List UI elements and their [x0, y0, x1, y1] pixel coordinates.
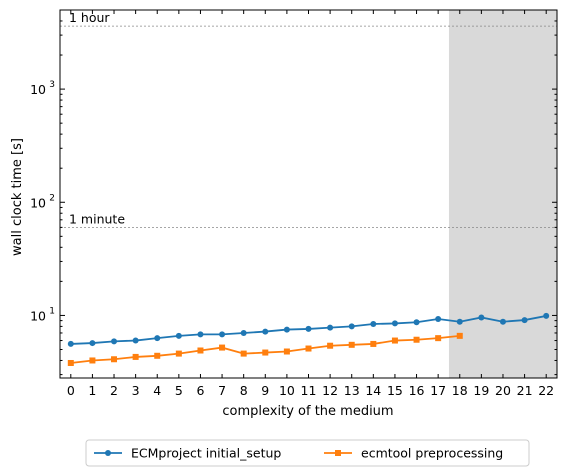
y-tick-label: 10 — [30, 308, 46, 323]
data-point — [478, 314, 485, 321]
data-point — [391, 320, 398, 327]
x-tick-label: 1 — [88, 383, 96, 398]
data-point — [305, 345, 312, 352]
data-point — [543, 312, 550, 319]
data-point — [67, 340, 74, 347]
data-point — [175, 350, 182, 357]
data-point — [521, 317, 528, 324]
data-point — [67, 359, 74, 366]
y-tick-exponent: 2 — [49, 193, 55, 203]
data-point — [305, 325, 312, 332]
data-point — [348, 323, 355, 330]
x-tick-label: 20 — [495, 383, 511, 398]
x-tick-label: 17 — [430, 383, 446, 398]
x-tick-label: 7 — [218, 383, 226, 398]
data-point — [413, 336, 420, 343]
data-point — [435, 335, 442, 342]
x-tick-label: 21 — [517, 383, 533, 398]
legend: ECMproject initial_setup ecmtool preproce… — [85, 439, 530, 467]
x-tick-label: 14 — [365, 383, 381, 398]
data-point — [327, 324, 334, 331]
data-point — [111, 338, 118, 345]
y-tick-label: 10 — [30, 195, 46, 210]
data-point — [132, 353, 139, 360]
data-point — [348, 341, 355, 348]
data-point — [370, 321, 377, 328]
x-tick-label: 2 — [110, 383, 118, 398]
x-tick-label: 9 — [261, 383, 269, 398]
data-point — [262, 349, 269, 356]
data-point — [111, 356, 118, 363]
data-point — [456, 332, 463, 339]
data-point — [240, 329, 247, 336]
x-tick-label: 19 — [473, 383, 489, 398]
data-point — [283, 326, 290, 333]
x-tick-label: 10 — [279, 383, 295, 398]
data-point — [262, 328, 269, 335]
data-point — [435, 316, 442, 323]
y-tick-label: 10 — [30, 82, 46, 97]
data-point — [413, 319, 420, 326]
x-tick-label: 15 — [387, 383, 403, 398]
x-tick-label: 5 — [175, 383, 183, 398]
data-point — [240, 350, 247, 357]
data-point — [391, 337, 398, 344]
x-tick-label: 13 — [344, 383, 360, 398]
data-point — [154, 352, 161, 359]
x-tick-label: 8 — [240, 383, 248, 398]
data-point — [327, 342, 334, 349]
y-tick-exponent: 1 — [49, 306, 55, 316]
x-tick-label: 18 — [452, 383, 468, 398]
x-tick-label: 22 — [538, 383, 554, 398]
x-tick-label: 6 — [196, 383, 204, 398]
data-point — [132, 337, 139, 344]
data-point — [456, 318, 463, 325]
legend-label: ecmtool preprocessing — [361, 446, 503, 461]
x-tick-label: 16 — [409, 383, 425, 398]
data-point — [499, 318, 506, 325]
data-point — [197, 331, 204, 338]
data-point — [197, 347, 204, 354]
data-point — [370, 340, 377, 347]
legend-swatch-marker — [335, 450, 341, 456]
legend-box — [85, 439, 530, 467]
y-tick-exponent: 3 — [49, 80, 55, 90]
data-point — [219, 344, 226, 351]
data-point — [89, 357, 96, 364]
data-point — [283, 348, 290, 355]
x-tick-label: 3 — [132, 383, 140, 398]
data-point — [175, 332, 182, 339]
data-point — [154, 335, 161, 342]
x-axis-label: complexity of the medium — [222, 404, 393, 419]
reference-line-label: 1 hour — [69, 10, 110, 25]
data-point — [219, 331, 226, 338]
x-tick-label: 12 — [322, 383, 338, 398]
x-tick-label: 0 — [67, 383, 75, 398]
reference-line-label: 1 minute — [69, 211, 125, 226]
legend-swatch-marker — [105, 450, 111, 456]
x-tick-label: 4 — [153, 383, 161, 398]
legend-label: ECMproject initial_setup — [131, 446, 281, 461]
data-point — [89, 340, 96, 347]
x-tick-label: 11 — [301, 383, 317, 398]
y-axis-label: wall clock time [s] — [10, 138, 25, 256]
